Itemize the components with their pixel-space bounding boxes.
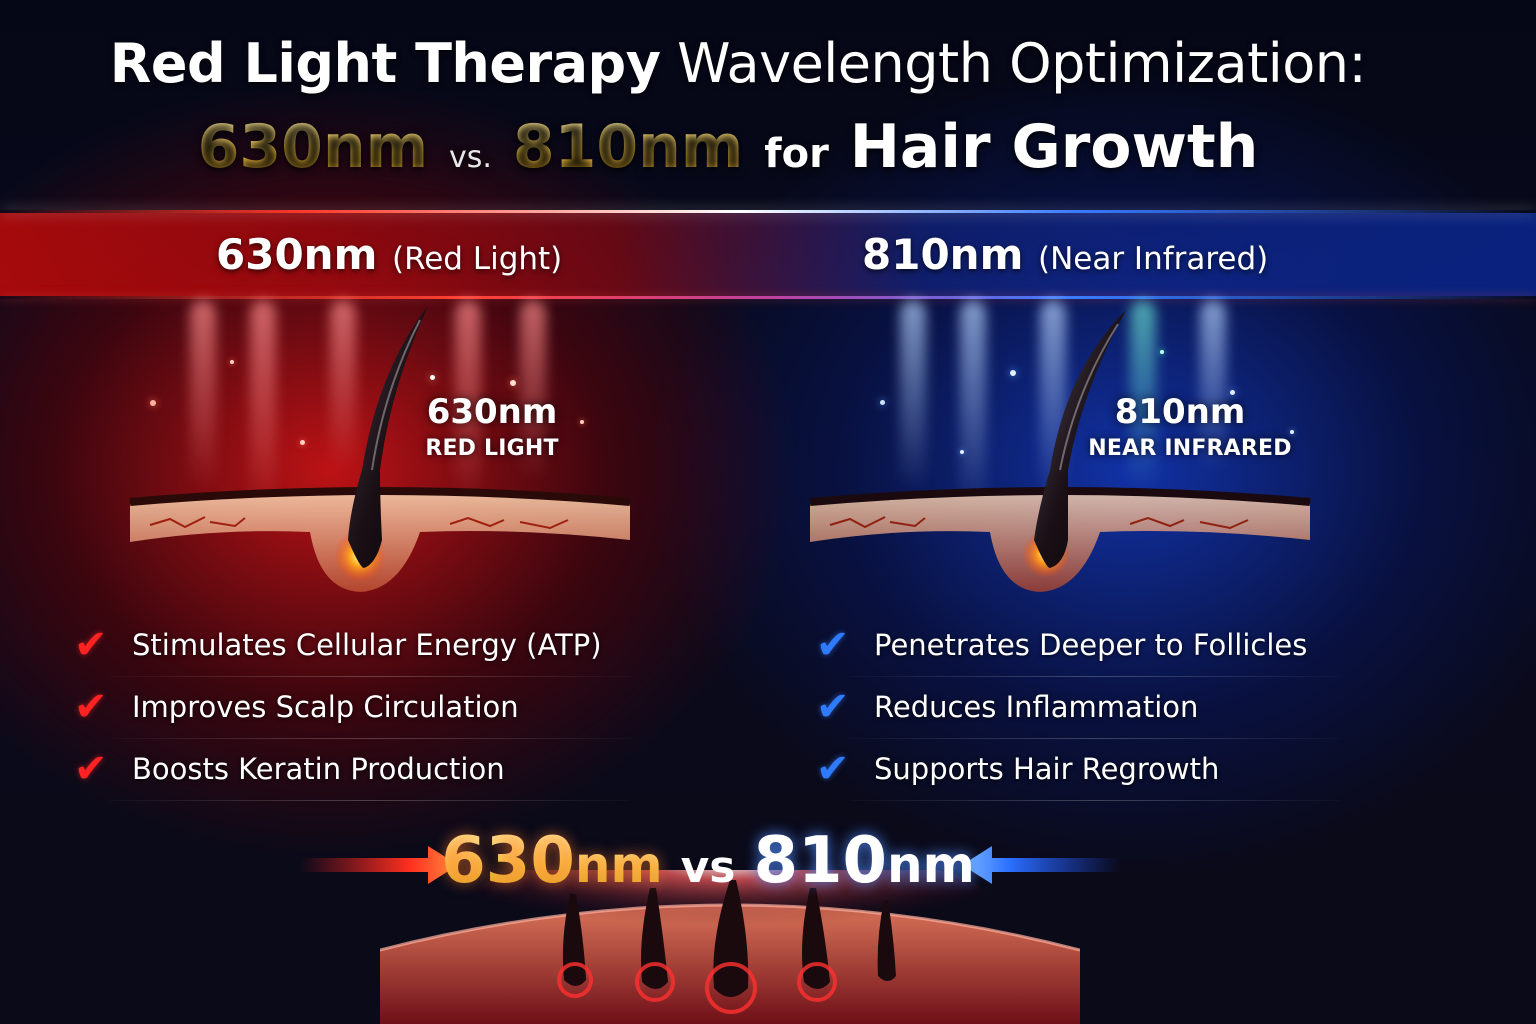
right-column-heading: 810nm (Near Infrared) [862,230,1268,279]
sparkle [1290,430,1294,434]
sparkle [150,400,156,406]
red-beam [330,300,356,470]
bottom-glow-rule [0,296,1536,299]
blue-beam [1200,300,1226,470]
title-630: 630nm [197,112,429,182]
sparkle [1160,350,1164,354]
sparkle [960,450,964,454]
right-heading-paren: (Near Infrared) [1037,241,1269,277]
checkmark-icon: ✔ [816,684,850,730]
bottom-630-unit: nm [574,836,663,894]
arrow-left-icon [962,846,1120,884]
bottom-comparison: 630nm vs 810nm [0,824,1416,898]
red-beam [520,300,546,480]
sparkle [880,400,885,405]
red-beam [250,300,276,510]
checkmark-icon: ✔ [74,684,108,730]
right-heading-value: 810nm [862,230,1024,279]
blue-beam [960,300,986,510]
divider [850,738,1340,739]
left-benefit-item: ✔ Improves Scalp Circulation [74,676,519,738]
title-810: 810nm [512,112,744,182]
sparkle [580,420,584,424]
right-benefit-item: ✔ Supports Hair Regrowth [816,738,1219,800]
title-vs: vs. [449,140,492,175]
divider [850,676,1340,677]
left-benefit-item: ✔ Stimulates Cellular Energy (ATP) [74,614,602,676]
teal-beam [1130,300,1156,490]
bottom-630-value: 630 [441,824,575,898]
title-light: Wavelength Optimization: [677,32,1367,95]
checkmark-icon: ✔ [74,622,108,668]
checkmark-icon: ✔ [816,622,850,668]
sparkle [230,360,234,364]
title-hair-growth: Hair Growth [849,112,1259,182]
header-band [0,213,1536,296]
left-benefit-label: Boosts Keratin Production [132,752,505,786]
top-glow-rule [0,210,1536,213]
left-heading-paren: (Red Light) [391,241,563,277]
left-heading-value: 630nm [216,230,378,279]
sparkle [430,375,435,380]
title-line-2: 630nm vs. 810nm for Hair Growth [0,112,1456,182]
title-line-1: Red Light Therapy Wavelength Optimizatio… [0,32,1476,95]
bottom-vs: vs [680,842,736,893]
left-benefit-label: Stimulates Cellular Energy (ATP) [132,628,602,662]
divider [850,800,1340,801]
red-beam [455,300,481,500]
left-benefit-label: Improves Scalp Circulation [132,690,519,724]
title-for: for [764,131,829,177]
red-hair-strand-icon [348,306,428,568]
red-beam [190,300,216,490]
sparkle [1010,370,1016,376]
blue-hair-strand-icon [1034,310,1126,568]
left-column-heading: 630nm (Red Light) [216,230,562,279]
sparkle [510,380,516,386]
left-follicle-value: 630nm [426,392,558,432]
right-follicle-value: 810nm [1114,392,1246,432]
right-benefit-label: Penetrates Deeper to Follicles [874,628,1308,662]
arrow-right-icon [300,846,458,884]
scalp-cross-section-illustration [380,870,1080,1024]
left-benefit-item: ✔ Boosts Keratin Production [74,738,505,800]
blue-beam [900,300,926,490]
title-bold: Red Light Therapy [109,32,661,95]
checkmark-icon: ✔ [74,746,108,792]
left-follicle-label: RED LIGHT [425,436,559,461]
checkmark-icon: ✔ [816,746,850,792]
bottom-810-unit: nm [887,836,975,894]
right-follicle-label: NEAR INFRARED [1088,436,1292,461]
divider [110,800,630,801]
right-benefit-item: ✔ Reduces Inflammation [816,676,1198,738]
divider [110,738,630,739]
divider [110,676,630,677]
bottom-810-value: 810 [753,824,888,898]
right-benefit-item: ✔ Penetrates Deeper to Follicles [816,614,1307,676]
right-benefit-label: Supports Hair Regrowth [874,752,1220,786]
right-benefit-label: Reduces Inflammation [874,690,1199,724]
sparkle [1230,390,1235,395]
sparkle [300,440,305,445]
